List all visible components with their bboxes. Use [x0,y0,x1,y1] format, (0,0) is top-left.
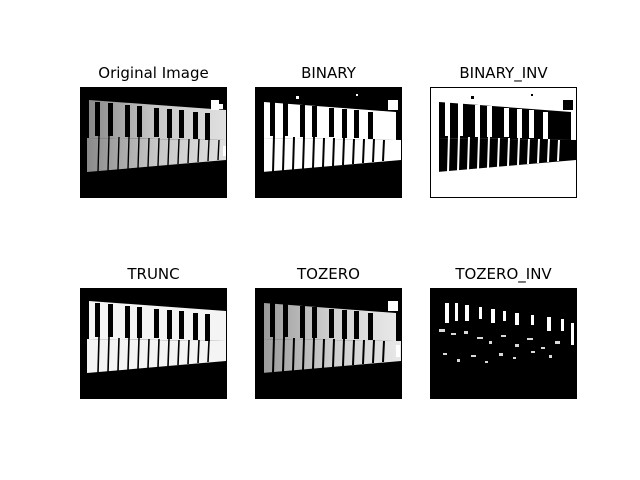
piano-keys-binary-inverted [431,88,576,197]
panel-title: BINARY [301,64,356,82]
piano-keys-grayscale [87,100,226,173]
panel-title: TOZERO_INV [455,265,552,283]
panel-title: TRUNC [127,265,180,283]
image-trunc [80,288,227,399]
panel-title: TOZERO [297,265,360,283]
panel-title: BINARY_INV [459,64,548,82]
panel-title: Original Image [98,64,209,82]
image-original [80,87,227,198]
image-tozero [255,288,402,399]
piano-keys-tozero [256,289,401,398]
piano-keys-tozero-inverted [439,303,574,363]
piano-keys-binary [256,88,401,197]
piano-keys-trunc [87,301,226,374]
image-tozero-inv [430,288,577,399]
image-binary-inv [430,87,577,198]
image-binary [255,87,402,198]
